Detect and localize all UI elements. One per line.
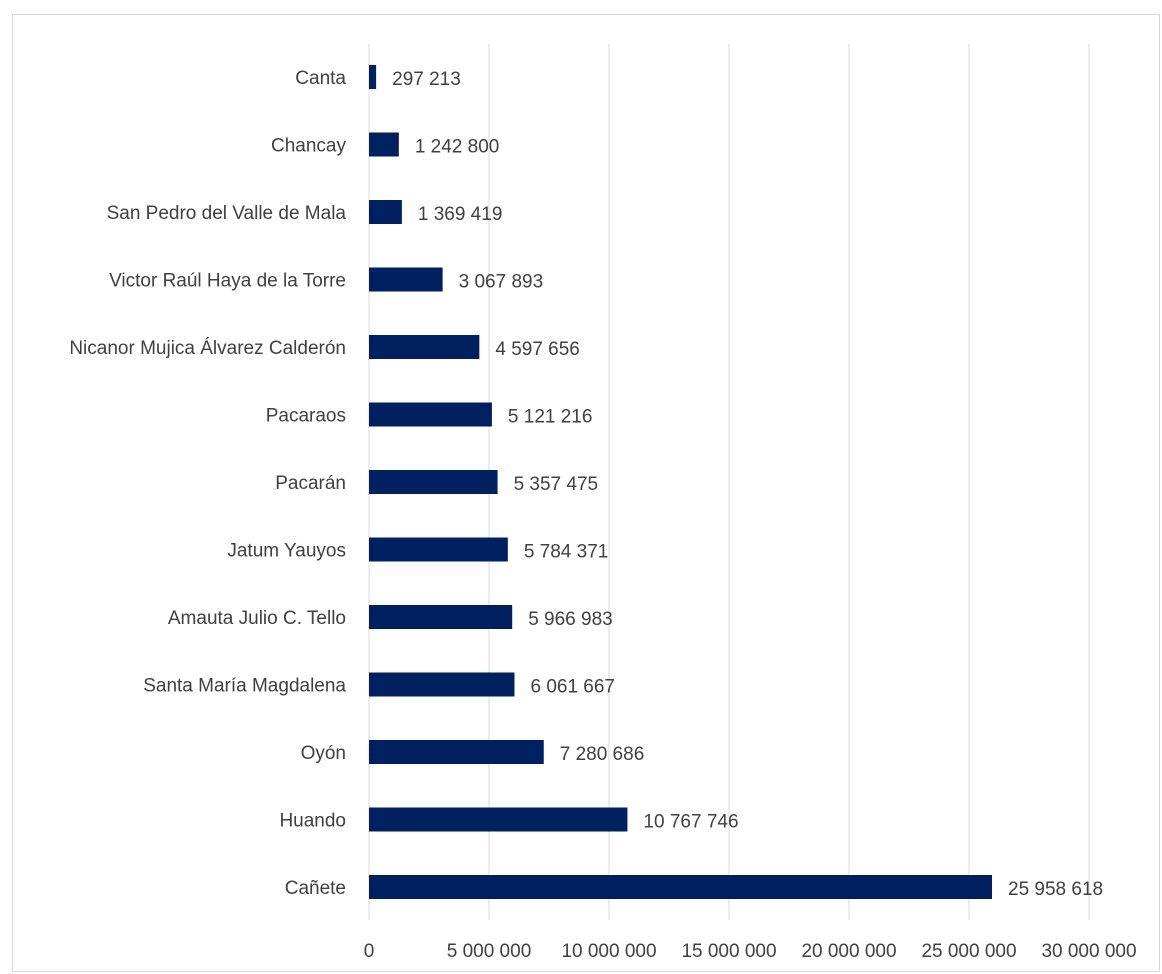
data-label: 7 280 686: [560, 744, 645, 765]
category-label: Santa María Magdalena: [143, 676, 346, 697]
category-label: San Pedro del Valle de Mala: [107, 203, 347, 224]
data-label: 25 958 618: [1008, 879, 1103, 900]
x-tick-label: 15 000 000: [681, 941, 776, 962]
bar: [369, 402, 492, 427]
data-label: 4 597 656: [495, 339, 580, 360]
category-label: Chancay: [271, 136, 346, 157]
bar: [369, 672, 515, 697]
bar: [369, 537, 508, 562]
bar: [369, 200, 402, 224]
category-label: Jatum Yauyos: [227, 541, 346, 562]
bar: [369, 605, 513, 629]
bar: [369, 470, 498, 494]
bar: [369, 807, 628, 832]
data-label: 6 061 667: [530, 677, 615, 698]
x-tick-label: 25 000 000: [921, 941, 1016, 962]
x-tick-label: 30 000 000: [1041, 941, 1136, 962]
bar: [369, 65, 377, 89]
category-label: Oyón: [301, 743, 346, 764]
category-label: Amauta Julio C. Tello: [168, 608, 346, 629]
x-tick-label: 10 000 000: [561, 941, 656, 962]
bar: [369, 335, 480, 359]
category-label: Nicanor Mujica Álvarez Calderón: [69, 338, 346, 359]
bar: [369, 740, 544, 764]
data-label: 3 067 893: [459, 272, 544, 293]
category-label: Canta: [295, 68, 346, 89]
data-label: 5 121 216: [508, 407, 593, 428]
category-label: Huando: [279, 811, 346, 832]
x-tick-label: 20 000 000: [801, 941, 896, 962]
category-label: Pacaraos: [266, 406, 346, 427]
data-label: 5 966 983: [528, 609, 613, 630]
data-label: 297 213: [392, 69, 461, 90]
data-label: 10 767 746: [643, 812, 738, 833]
category-label: Cañete: [285, 878, 346, 899]
bar: [369, 132, 399, 157]
data-label: 5 357 475: [514, 474, 599, 495]
x-tick-label: 5 000 000: [447, 941, 532, 962]
category-label: Pacarán: [275, 473, 346, 494]
data-label: 1 369 419: [418, 204, 503, 225]
data-label: 1 242 800: [415, 137, 500, 158]
category-label: Victor Raúl Haya de la Torre: [109, 271, 346, 292]
bar: [369, 875, 993, 899]
x-tick-label: 0: [364, 941, 375, 962]
data-label: 5 784 371: [524, 542, 609, 563]
bar: [369, 267, 443, 292]
